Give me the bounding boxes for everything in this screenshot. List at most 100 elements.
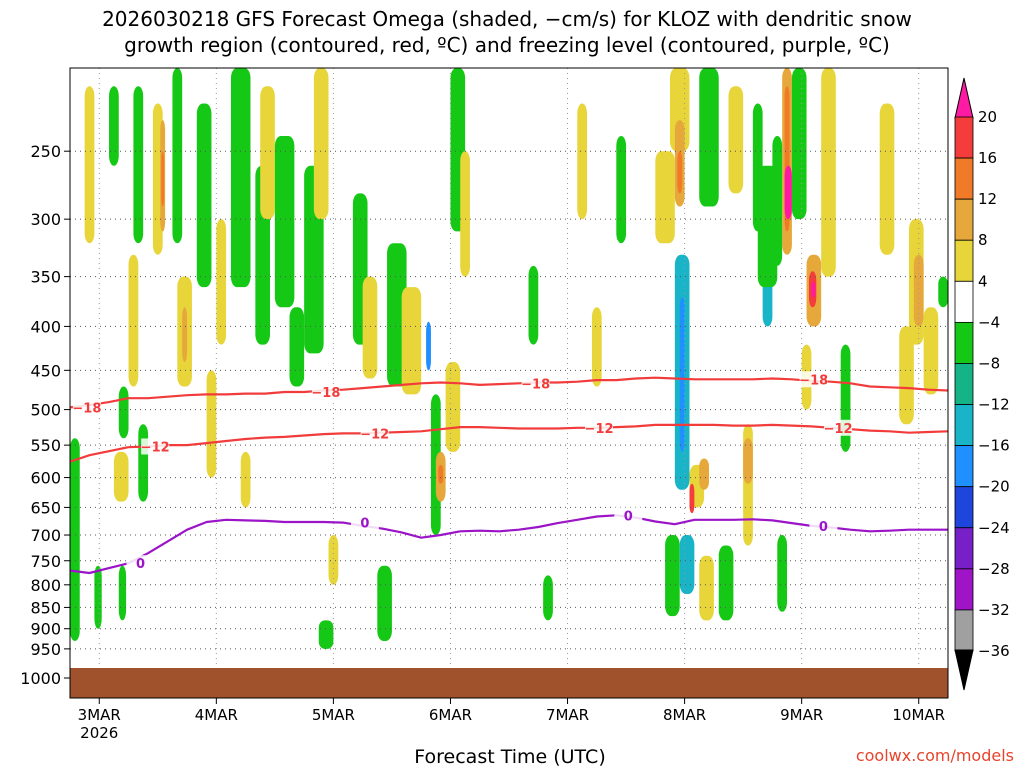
omega-cell-16 xyxy=(196,103,212,288)
colorbar-label-3: 8 xyxy=(978,231,988,249)
colorbar-label-0: 20 xyxy=(978,108,997,126)
omega-cell-19 xyxy=(230,68,251,288)
omega-cell-34 xyxy=(426,321,431,371)
contour-label-0-3: −18 xyxy=(799,373,828,388)
colorbar-segment-2 xyxy=(954,157,974,200)
omega-cell-74 xyxy=(811,281,816,298)
colorbar-segment-10 xyxy=(954,486,974,529)
omega-cell-3 xyxy=(109,86,119,166)
omega-cell-69 xyxy=(772,135,783,266)
omega-cell-5 xyxy=(118,386,129,439)
x-axis-label: Forecast Time (UTC) xyxy=(414,746,605,768)
omega-cell-6 xyxy=(118,565,127,621)
omega-cell-60 xyxy=(728,86,744,194)
omega-cell-27 xyxy=(328,535,339,585)
ytick-label-1000: 1000 xyxy=(20,669,61,688)
colorbar-segment-3 xyxy=(954,198,974,241)
contour-label-bg-2-3 xyxy=(809,517,838,534)
contour-label-1-1: −12 xyxy=(360,427,389,442)
contour-label-2-1: 0 xyxy=(360,517,369,532)
colorbar-segment-8 xyxy=(954,404,974,447)
omega-cell-15 xyxy=(182,307,188,362)
omega-cell-75 xyxy=(777,535,788,612)
omega-cell-70 xyxy=(791,68,807,220)
contour-label-2-2: 0 xyxy=(624,509,633,524)
ytick-label-250: 250 xyxy=(30,142,61,161)
ytick-label-500: 500 xyxy=(30,401,61,420)
contour-label-1-2: −12 xyxy=(585,422,614,437)
omega-cell-76 xyxy=(821,68,836,277)
colorbar-label-1: 16 xyxy=(978,149,997,167)
omega-cell-83 xyxy=(938,276,948,308)
ytick-label-700: 700 xyxy=(30,526,61,545)
xtick-label-7MAR: 7MAR xyxy=(546,706,589,724)
contour-line-1 xyxy=(70,423,948,463)
colorbar-segment-4 xyxy=(954,239,974,282)
omega-cell-38 xyxy=(445,361,461,452)
contour-label-2-0: 0 xyxy=(136,557,145,572)
colorbar-segment-13 xyxy=(954,609,974,652)
omega-cell-33 xyxy=(401,287,422,395)
contour-label-bg-0-3 xyxy=(799,371,828,388)
contour-label-bg-1-1 xyxy=(360,425,389,442)
omega-cell-12 xyxy=(161,151,165,207)
omega-cell-9 xyxy=(138,424,149,502)
omega-cell-42 xyxy=(543,575,553,621)
ytick-label-800: 800 xyxy=(30,576,61,595)
contour-label-0-1: −18 xyxy=(311,386,340,401)
colorbar-segment-1 xyxy=(954,116,974,159)
colorbar-label-13: −36 xyxy=(978,642,1010,660)
colorbar-bottom-arrow xyxy=(954,649,974,691)
omega-cell-40 xyxy=(460,151,470,277)
contour-label-bg-2-2 xyxy=(614,507,643,524)
omega-cell-53 xyxy=(679,535,695,595)
omega-cell-24 xyxy=(289,307,305,387)
ytick-label-300: 300 xyxy=(30,210,61,229)
omega-cell-68 xyxy=(784,165,792,220)
contour-label-0-2: −18 xyxy=(521,377,550,392)
ytick-label-650: 650 xyxy=(30,498,61,517)
ground-layer xyxy=(70,668,948,698)
omega-cell-26 xyxy=(313,68,329,220)
omega-cell-43 xyxy=(577,103,588,220)
ytick-label-600: 600 xyxy=(30,469,61,488)
omega-cell-44 xyxy=(591,307,602,387)
ytick-label-900: 900 xyxy=(30,620,61,639)
contour-label-bg-2-1 xyxy=(350,514,379,531)
omega-cell-7 xyxy=(128,254,139,387)
chart-title-line1: 2026030218 GFS Forecast Omega (shaded, −… xyxy=(102,7,912,31)
contour-line-2 xyxy=(70,514,948,575)
omega-cell-22 xyxy=(260,86,275,220)
colorbar-top-arrow xyxy=(954,77,974,119)
omega-cell-79 xyxy=(899,326,914,425)
contour-label-1-3: −12 xyxy=(824,422,853,437)
omega-cell-2 xyxy=(94,565,102,629)
colorbar-segment-11 xyxy=(954,527,974,570)
omega-cell-78 xyxy=(879,103,895,255)
omega-cell-52 xyxy=(665,535,680,617)
colorbar-segment-7 xyxy=(954,363,974,405)
colorbar-segment-6 xyxy=(954,321,974,364)
omega-cell-0 xyxy=(70,438,80,641)
xtick-label-10MAR: 10MAR xyxy=(892,706,945,724)
omega-cell-23 xyxy=(274,135,295,308)
omega-cell-46 xyxy=(655,151,675,244)
ytick-label-750: 750 xyxy=(30,552,61,571)
xtick-sublabel-year: 2026 xyxy=(80,724,118,742)
ytick-label-950: 950 xyxy=(30,640,61,659)
omega-colorbar: 20 16 12 8 4 −4 −8 −12 −16 −20 −24 −28 −32 −36 xyxy=(954,77,1010,691)
colorbar-label-5: −4 xyxy=(978,313,1000,331)
ytick-label-450: 450 xyxy=(30,361,61,380)
temperature-contours: −18 −18 −18 −18 −12 −12 −12 −12 0 0 0 0 xyxy=(70,371,948,575)
omega-cell-28 xyxy=(318,620,334,649)
omega-cell-32 xyxy=(387,243,407,387)
pressure-axis: 250 300 350 400 450 500 550 600 650 700 750 800 850 9… xyxy=(20,142,70,688)
xtick-label-4MAR: 4MAR xyxy=(195,706,238,724)
omega-cell-81 xyxy=(913,254,924,327)
credit-text: coolwx.com/models xyxy=(856,746,1014,765)
colorbar-label-6: −8 xyxy=(978,354,1000,372)
omega-shading xyxy=(70,68,948,649)
grid-lines xyxy=(70,68,948,668)
